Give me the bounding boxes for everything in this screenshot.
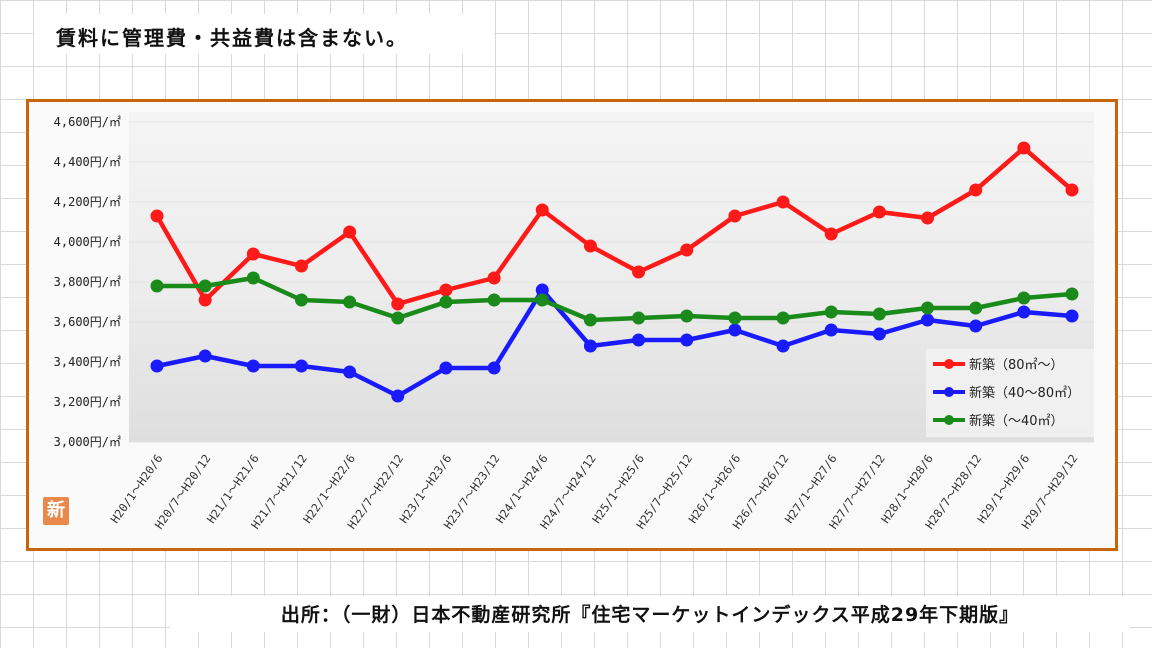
data-point-1-18 [1017,305,1031,319]
data-point-1-19 [1065,309,1079,323]
data-point-0-9 [583,239,597,253]
data-point-2-2 [246,271,260,285]
data-point-0-14 [824,227,838,241]
x-axis-labels: H20/1～H20/6H20/7～H20/12H21/1～H21/6H21/7～… [108,452,1081,532]
data-point-1-8 [535,283,549,297]
data-point-1-17 [969,319,983,333]
data-point-2-7 [487,293,501,307]
data-point-0-17 [969,183,983,197]
data-point-0-3 [294,259,308,273]
data-point-0-7 [487,271,501,285]
y-tick-label: 3,400円/㎡ [54,355,121,369]
data-point-1-7 [487,361,501,375]
data-point-0-11 [680,243,694,257]
y-tick-label: 4,000円/㎡ [54,235,121,249]
data-point-1-12 [728,323,742,337]
data-point-1-16 [921,313,935,327]
y-tick-label: 3,200円/㎡ [54,395,121,409]
series-line-2 [157,275,1073,323]
data-point-1-10 [632,333,646,347]
y-tick-label: 3,800円/㎡ [54,275,121,289]
series-line-0 [155,145,1074,307]
data-point-2-10 [632,311,646,325]
data-point-2-6 [439,295,453,309]
data-point-0-13 [776,195,790,209]
data-point-0-5 [391,297,405,311]
legend-label-1: 新築（40～80㎡） [969,385,1080,401]
data-point-1-0 [150,359,164,373]
data-point-2-4 [343,295,357,309]
data-point-1-2 [246,359,260,373]
data-point-0-12 [728,209,742,223]
legend-label-2: 新築（～40㎡） [969,413,1064,429]
data-point-0-1 [198,293,212,307]
data-point-1-4 [343,365,357,379]
data-point-0-8 [535,203,549,217]
y-tick-label: 3,600円/㎡ [54,315,121,329]
data-point-0-0 [150,209,164,223]
data-point-2-9 [583,313,597,327]
data-point-2-18 [1017,291,1031,305]
legend-label-0: 新築（80㎡～） [969,357,1064,373]
source-text: 出所：（一財）日本不動産研究所『住宅マーケットインデックス平成29年下期版』 [170,596,1130,632]
data-point-0-16 [921,211,935,225]
data-point-0-15 [872,205,886,219]
y-tick-label: 4,200円/㎡ [54,195,121,209]
data-point-1-9 [583,339,597,353]
data-point-2-11 [680,309,694,323]
data-point-2-12 [728,311,742,325]
y-tick-label: 4,400円/㎡ [54,155,121,169]
y-tick-label: 4,600円/㎡ [54,115,121,129]
data-point-1-13 [776,339,790,353]
y-tick-label: 3,000円/㎡ [54,435,121,449]
data-point-0-18 [1017,141,1031,155]
data-point-2-8 [535,293,549,307]
note-text: 賃料に管理費・共益費は含まない。 [34,14,494,54]
data-point-0-4 [343,225,357,239]
y-axis-labels: 4,600円/㎡ 4,400円/㎡ 4,200円/㎡ 4,000円/㎡ 3,800円/㎡… [54,115,121,449]
data-point-2-19 [1065,287,1079,301]
data-point-1-1 [198,349,212,363]
data-point-2-15 [872,307,886,321]
data-point-2-13 [776,311,790,325]
data-point-2-14 [824,305,838,319]
data-point-0-19 [1065,183,1079,197]
new-badge: 新 [43,497,69,525]
data-point-2-5 [391,311,405,325]
data-point-2-17 [969,301,983,315]
data-point-2-3 [294,293,308,307]
series-group [150,141,1079,403]
data-point-1-3 [294,359,308,373]
legend-marker-2 [944,415,954,425]
data-point-0-10 [632,265,646,279]
legend-marker-0 [944,359,954,369]
legend: 新築（80㎡～） 新築（40～80㎡） 新築（～40㎡） [926,349,1094,437]
data-point-2-16 [921,301,935,315]
data-point-1-11 [680,333,694,347]
data-point-1-6 [439,361,453,375]
data-point-1-15 [872,327,886,341]
line-chart: 4,600円/㎡ 4,400円/㎡ 4,200円/㎡ 4,000円/㎡ 3,800円/㎡… [54,112,1094,532]
legend-marker-1 [944,387,954,397]
data-point-2-1 [198,279,212,293]
data-point-1-5 [391,389,405,403]
data-point-0-6 [439,283,453,297]
chart-frame: 4,600円/㎡ 4,400円/㎡ 4,200円/㎡ 4,000円/㎡ 3,800円/㎡… [26,99,1118,551]
data-point-2-0 [150,279,164,293]
data-point-1-14 [824,323,838,337]
series-line-1 [156,287,1073,399]
data-point-0-2 [246,247,260,261]
